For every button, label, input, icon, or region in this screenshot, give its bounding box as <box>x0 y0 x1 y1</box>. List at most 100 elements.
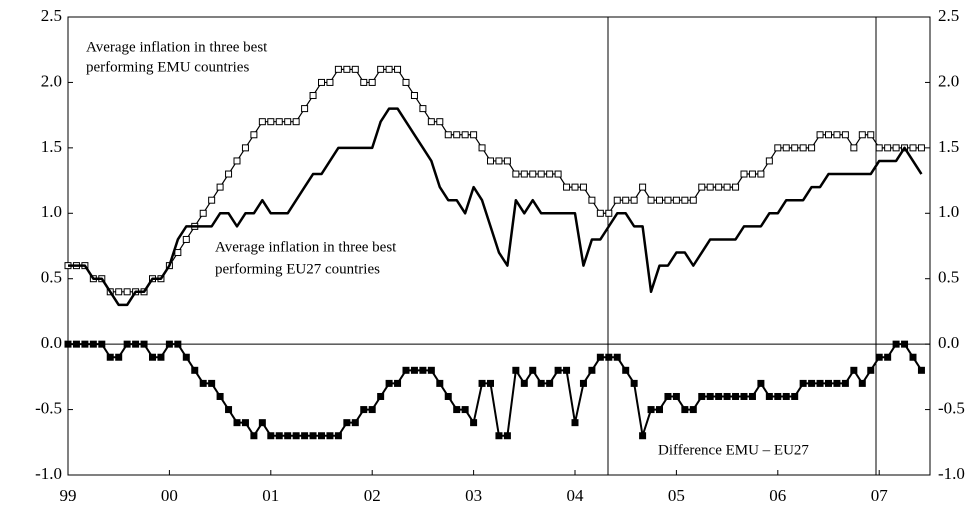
y-tick-label: 0.0 <box>41 333 62 352</box>
y2-tick-label: 1.5 <box>938 137 959 156</box>
point-marker <box>267 432 275 440</box>
point-marker <box>579 183 587 191</box>
point-marker <box>554 170 562 178</box>
point-marker <box>563 183 571 191</box>
point-marker <box>478 379 486 387</box>
point-marker <box>115 353 123 361</box>
point-marker <box>596 209 604 217</box>
point-marker <box>495 432 503 440</box>
point-marker <box>571 419 579 427</box>
point-marker <box>630 379 638 387</box>
point-marker <box>825 131 832 139</box>
y-tick-label: 1.5 <box>41 137 62 156</box>
y2-tick-label: 2.0 <box>938 71 959 90</box>
y2-tick-label: 0.5 <box>938 268 959 287</box>
point-marker <box>174 340 182 348</box>
point-marker <box>757 170 765 178</box>
point-marker <box>478 144 486 152</box>
point-marker <box>537 379 545 387</box>
point-marker <box>377 65 385 73</box>
x-tick-label: 06 <box>769 486 786 505</box>
point-marker <box>351 419 359 427</box>
point-marker <box>72 340 80 348</box>
point-marker <box>791 392 799 400</box>
point-marker <box>867 131 875 139</box>
point-marker <box>664 196 672 204</box>
y-tick-label: -0.5 <box>35 398 62 417</box>
point-marker <box>343 419 351 427</box>
point-marker <box>334 65 342 73</box>
point-marker <box>250 432 258 440</box>
point-marker <box>917 144 925 152</box>
point-marker <box>360 406 368 414</box>
point-marker <box>301 105 309 113</box>
point-marker <box>647 196 655 204</box>
point-marker <box>715 183 723 191</box>
annotation: Difference EMU – EU27 <box>658 442 809 458</box>
point-marker <box>884 353 892 361</box>
point-marker <box>858 379 866 387</box>
point-marker <box>799 144 807 152</box>
point-marker <box>605 209 613 217</box>
point-marker <box>892 144 900 152</box>
point-marker <box>875 353 883 361</box>
point-marker <box>258 419 266 427</box>
point-marker <box>351 65 359 73</box>
point-marker <box>706 392 714 400</box>
point-marker <box>681 196 689 204</box>
point-marker <box>487 379 494 387</box>
point-marker <box>546 170 554 178</box>
point-marker <box>453 406 461 414</box>
plot-frame <box>67 16 931 476</box>
point-marker <box>157 353 165 361</box>
point-marker <box>410 366 418 374</box>
point-marker <box>520 170 528 178</box>
point-marker <box>740 170 748 178</box>
annotation: Average inflation in three best <box>215 239 397 255</box>
y-tick-label: 1.0 <box>41 202 62 221</box>
point-marker <box>436 379 444 387</box>
point-marker <box>503 432 511 440</box>
point-marker <box>630 196 638 204</box>
point-marker <box>689 196 697 204</box>
point-marker <box>427 366 435 374</box>
point-marker <box>529 170 537 178</box>
point-marker <box>554 366 562 374</box>
point-marker <box>765 157 773 165</box>
x-tick-label: 04 <box>567 486 585 505</box>
point-marker <box>225 406 233 414</box>
point-marker <box>664 392 672 400</box>
point-marker <box>850 366 858 374</box>
y2-tick-label: 1.0 <box>938 202 959 221</box>
point-marker <box>884 144 892 152</box>
point-marker <box>808 379 816 387</box>
point-marker <box>132 340 140 348</box>
point-marker <box>647 406 655 414</box>
point-marker <box>334 432 342 440</box>
point-marker <box>284 118 292 126</box>
point-marker <box>216 392 224 400</box>
point-marker <box>165 340 173 348</box>
point-marker <box>115 288 123 296</box>
point-marker <box>520 379 528 387</box>
point-marker <box>588 366 596 374</box>
series-line <box>68 107 923 307</box>
x-tick-label: 99 <box>60 486 77 505</box>
point-marker <box>622 366 630 374</box>
point-marker <box>799 379 807 387</box>
point-marker <box>250 131 258 139</box>
x-tick-label: 00 <box>161 486 178 505</box>
point-marker <box>672 196 680 204</box>
point-marker <box>639 183 647 191</box>
point-marker <box>275 432 283 440</box>
point-marker <box>444 131 452 139</box>
point-marker <box>284 432 292 440</box>
point-marker <box>782 144 790 152</box>
point-marker <box>410 92 418 100</box>
point-marker <box>875 144 883 152</box>
point-marker <box>394 65 402 73</box>
point-marker <box>808 144 816 152</box>
point-marker <box>301 432 309 440</box>
point-marker <box>748 170 756 178</box>
point-marker <box>368 78 376 86</box>
